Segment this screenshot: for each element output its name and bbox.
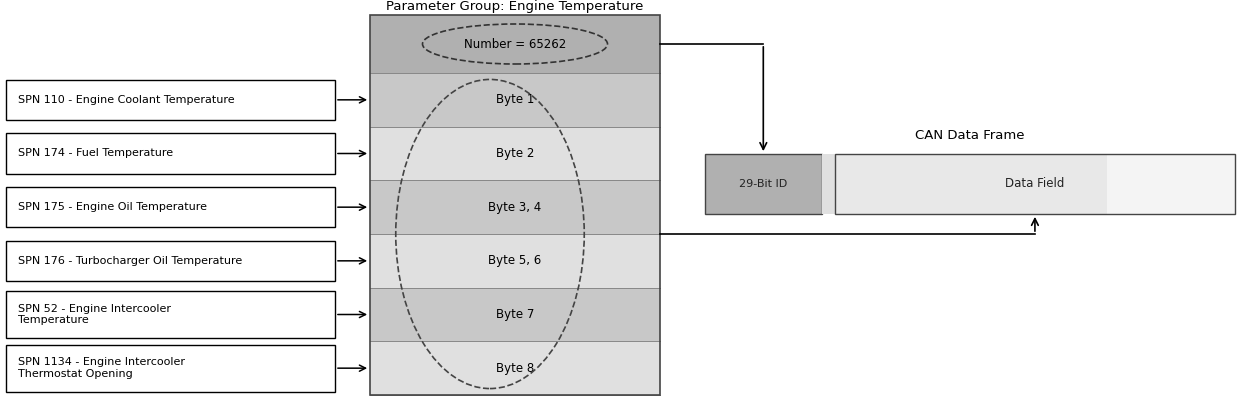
FancyBboxPatch shape xyxy=(370,288,660,341)
Text: Byte 2: Byte 2 xyxy=(496,147,534,160)
Text: Parameter Group: Engine Temperature: Parameter Group: Engine Temperature xyxy=(387,0,643,13)
FancyBboxPatch shape xyxy=(6,241,335,281)
FancyBboxPatch shape xyxy=(370,341,660,395)
Text: Number = 65262: Number = 65262 xyxy=(463,38,567,50)
FancyBboxPatch shape xyxy=(705,154,822,214)
Text: Byte 3, 4: Byte 3, 4 xyxy=(488,201,541,214)
Text: CAN Data Frame: CAN Data Frame xyxy=(915,129,1025,142)
Text: SPN 1134 - Engine Intercooler
Thermostat Opening: SPN 1134 - Engine Intercooler Thermostat… xyxy=(18,358,185,379)
Text: Byte 8: Byte 8 xyxy=(496,362,534,375)
Text: SPN 176 - Turbocharger Oil Temperature: SPN 176 - Turbocharger Oil Temperature xyxy=(18,256,242,266)
Text: SPN 175 - Engine Oil Temperature: SPN 175 - Engine Oil Temperature xyxy=(18,202,206,212)
FancyBboxPatch shape xyxy=(6,187,335,227)
FancyBboxPatch shape xyxy=(822,154,835,214)
FancyBboxPatch shape xyxy=(370,15,660,73)
FancyBboxPatch shape xyxy=(370,180,660,234)
Text: Byte 7: Byte 7 xyxy=(496,308,534,321)
FancyBboxPatch shape xyxy=(370,127,660,180)
FancyBboxPatch shape xyxy=(6,133,335,174)
FancyBboxPatch shape xyxy=(1107,154,1235,214)
FancyBboxPatch shape xyxy=(6,291,335,338)
Text: 29-Bit ID: 29-Bit ID xyxy=(739,179,787,189)
Text: SPN 110 - Engine Coolant Temperature: SPN 110 - Engine Coolant Temperature xyxy=(18,95,234,105)
Text: SPN 174 - Fuel Temperature: SPN 174 - Fuel Temperature xyxy=(18,149,174,158)
FancyBboxPatch shape xyxy=(370,234,660,288)
Text: SPN 52 - Engine Intercooler
Temperature: SPN 52 - Engine Intercooler Temperature xyxy=(18,304,171,325)
Text: Byte 1: Byte 1 xyxy=(496,93,534,106)
Text: Data Field: Data Field xyxy=(1005,177,1065,191)
FancyBboxPatch shape xyxy=(835,154,1107,214)
FancyBboxPatch shape xyxy=(6,345,335,392)
FancyBboxPatch shape xyxy=(6,80,335,120)
Text: Byte 5, 6: Byte 5, 6 xyxy=(488,255,541,267)
FancyBboxPatch shape xyxy=(370,73,660,127)
